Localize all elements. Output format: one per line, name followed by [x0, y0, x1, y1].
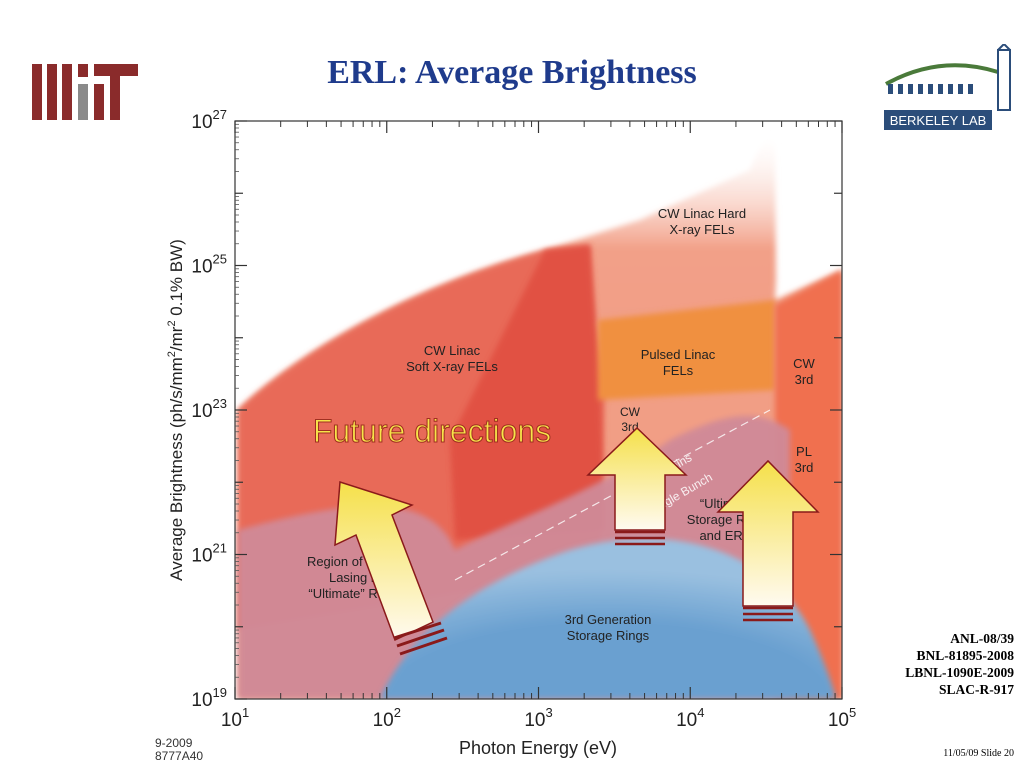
label-pl3rd-1: PL [796, 444, 812, 459]
label-pulsed-fel-2: FELs [663, 363, 694, 378]
slide-number: 11/05/09 Slide 20 [943, 748, 1014, 759]
region-soft-fel-high-energy [450, 245, 605, 540]
figure-code-date: 9-2009 [155, 736, 193, 750]
label-future-directions: Future directions [313, 413, 551, 449]
x-tick-label: 105 [828, 705, 856, 731]
label-hard-fel-2: X-ray FELs [669, 222, 735, 237]
y-axis-label: Average Brightness (ph/s/mm2/mr2 0.1% BW… [166, 239, 186, 581]
label-soft-fel-2: Soft X-ray FELs [406, 359, 498, 374]
y-tick-label: 1025 [191, 252, 227, 278]
label-cw3rd-right-2: 3rd [795, 372, 814, 387]
slide-title: ERL: Average Brightness [327, 54, 697, 91]
label-pl3rd-2: 3rd [795, 460, 814, 475]
y-tick-label: 1027 [191, 110, 227, 133]
y-tick-label: 1023 [191, 396, 227, 422]
x-tick-label: 104 [676, 705, 704, 731]
mit-logo [32, 64, 138, 120]
y-axis: 1019 1021 1023 1025 1027 [191, 110, 842, 711]
label-hard-fel-1: CW Linac Hard [658, 206, 746, 221]
label-cw3rd-mid-1: CW [620, 405, 641, 419]
arrow-right [716, 459, 820, 622]
report-references: ANL-08/39 BNL-81895-2008 LBNL-1090E-2009… [905, 630, 1014, 698]
label-3rd-gen-2: Storage Rings [567, 628, 650, 643]
x-tick-label: 102 [373, 705, 401, 731]
reference-1: ANL-08/39 [950, 631, 1014, 646]
x-tick-label: 103 [524, 705, 552, 731]
brightness-chart: 1019 1021 1023 1025 1027 101 102 103 104 105 Ave… [155, 110, 856, 763]
x-tick-label: 101 [221, 705, 249, 731]
label-soft-fel-1: CW Linac [424, 343, 481, 358]
label-partial-2: Lasing in [329, 570, 381, 585]
label-pulsed-fel-1: Pulsed Linac [641, 347, 716, 362]
bunch-boundary-line [454, 409, 771, 581]
region-3rd-gen-storage-rings [380, 538, 836, 699]
label-cw3rd-right-1: CW [793, 356, 815, 371]
arrow-left [334, 480, 448, 656]
region-pulsed-linac-fel [598, 300, 775, 400]
arrow-middle [586, 426, 688, 546]
figure-code-id: 8777A40 [155, 749, 203, 763]
reference-2: BNL-81895-2008 [916, 648, 1015, 663]
berkeley-lab-logo: BERKELEY LAB [880, 44, 1022, 136]
x-axis: 101 102 103 104 105 [221, 121, 856, 731]
y-tick-label: 1021 [191, 541, 227, 567]
y-tick-label: 1019 [191, 685, 227, 711]
label-3rd-gen-1: 3rd Generation [565, 612, 652, 627]
x-axis-label: Photon Energy (eV) [459, 738, 617, 758]
reference-3: LBNL-1090E-2009 [905, 665, 1014, 680]
reference-4: SLAC-R-917 [938, 682, 1014, 697]
berkeley-lab-text: BERKELEY LAB [890, 113, 987, 128]
